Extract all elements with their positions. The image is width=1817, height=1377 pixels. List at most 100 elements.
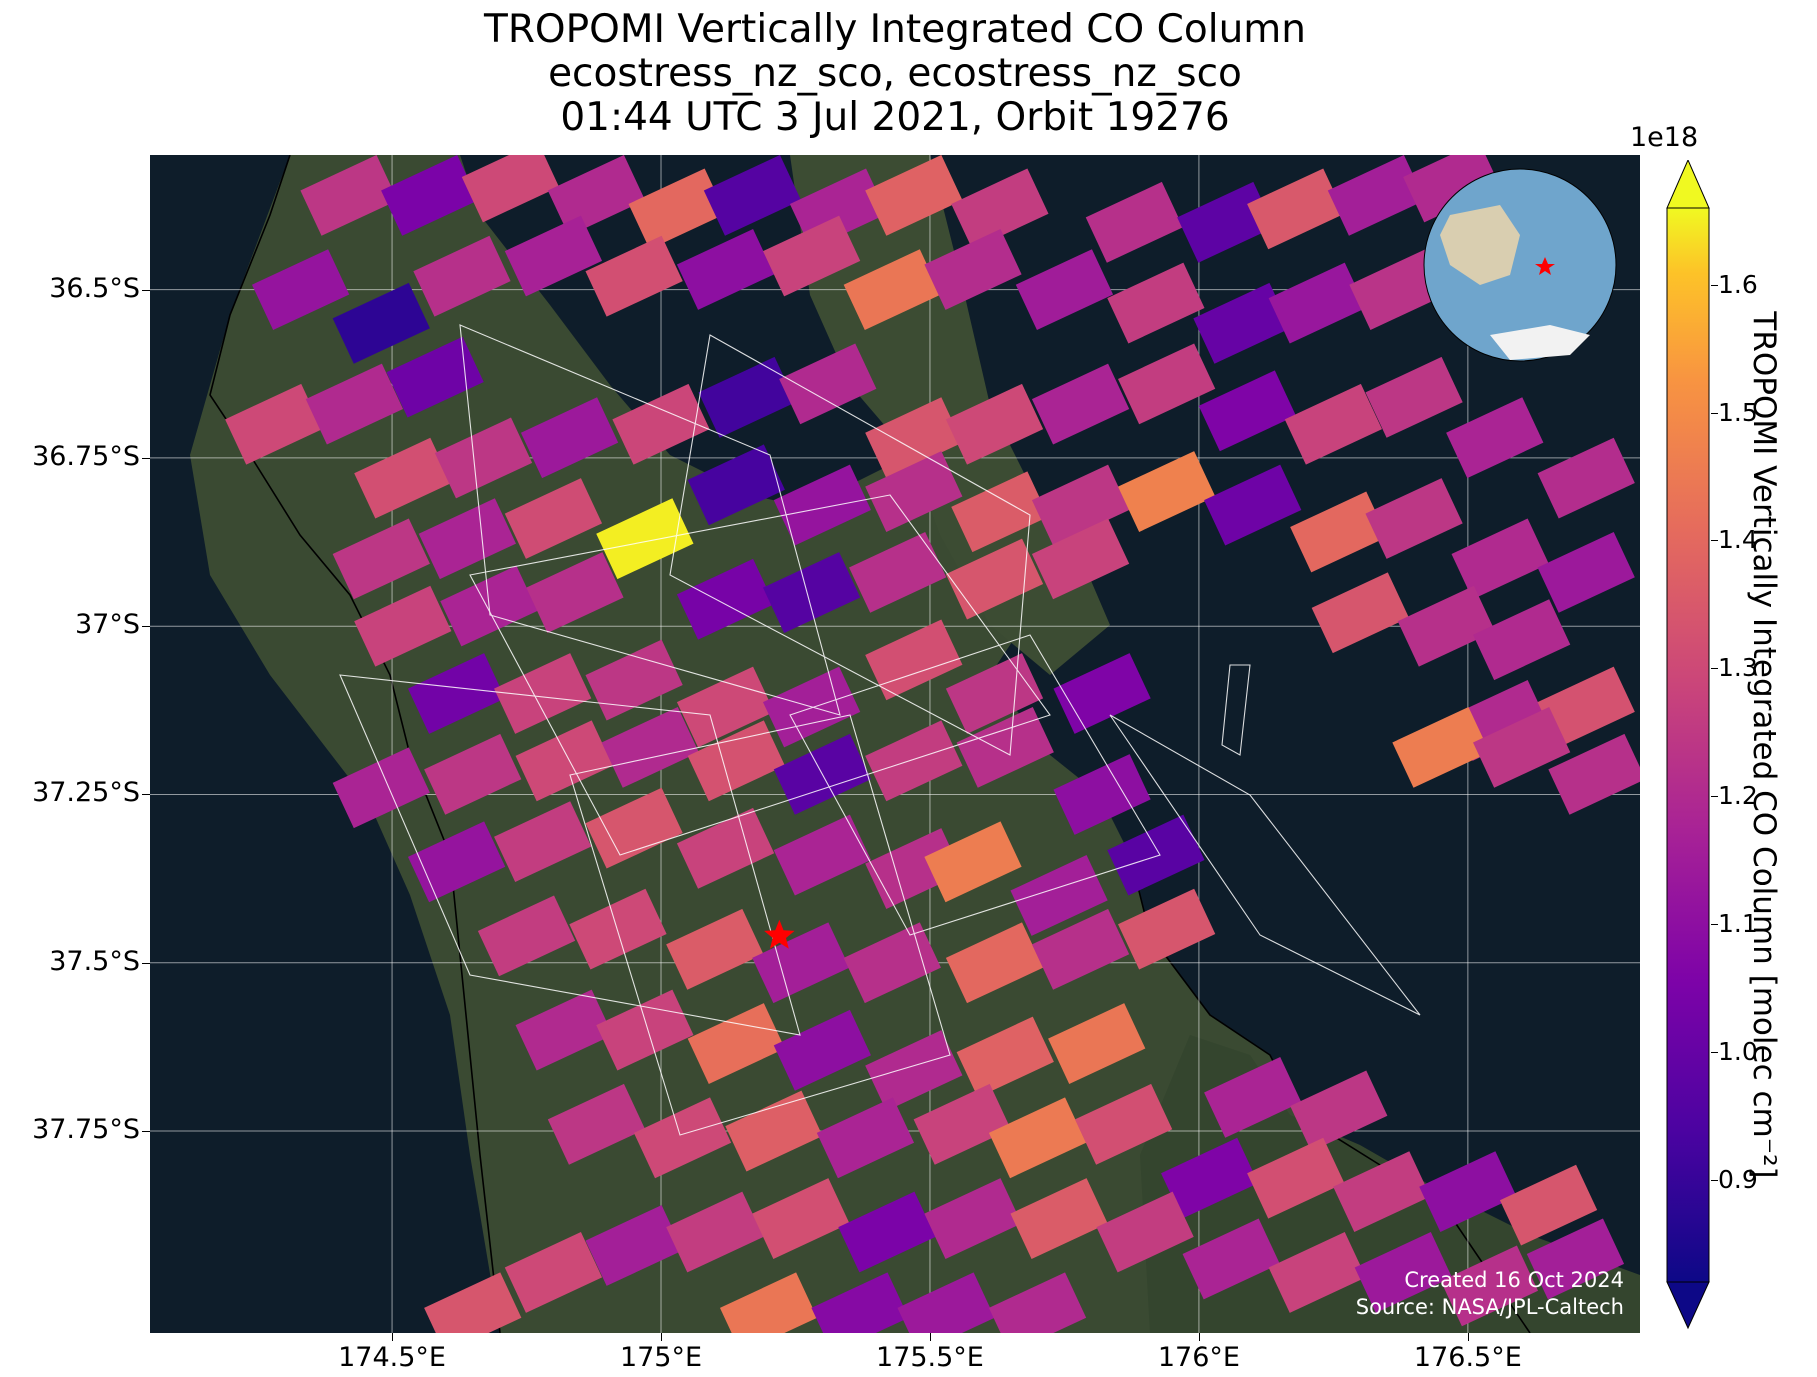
lat-tick-label: 36.75°S [32,440,140,472]
co-cell [1333,1151,1431,1233]
co-cell [849,531,947,613]
co-cell [1365,478,1463,559]
colorbar-tick-mark [1711,668,1718,670]
co-cell [1182,1218,1280,1300]
lat-tick-label: 37.25°S [32,777,140,809]
co-cell [413,235,511,317]
co-cell [719,1272,818,1333]
co-cell [585,787,683,869]
co-cell [1048,1003,1146,1084]
co-cell [779,343,877,425]
co-cell [945,538,1044,620]
co-cell [762,215,861,297]
co-cell [1284,383,1383,465]
colorbar-tick-mark [1711,412,1718,414]
co-cell [752,922,850,1004]
co-cell [773,1009,872,1091]
co-cell [1290,491,1388,573]
co-cell [865,619,963,701]
co-cell [477,895,576,977]
footprint-6 [789,634,1161,936]
colorbar-tick-mark [1711,796,1718,798]
co-cell [305,363,404,445]
co-column-cells [225,155,1640,1333]
lon-tick-mark [1467,1333,1469,1341]
co-cell [1096,1191,1194,1273]
colorbar-upper-extend [1666,160,1710,209]
co-cell [1473,706,1571,788]
co-cell [666,908,764,990]
inset-globe [1423,168,1617,362]
co-cell [811,1272,909,1333]
co-cell [676,558,775,640]
co-cell [924,821,1022,903]
ecostress-footprints [339,324,1421,1136]
co-cell [773,464,872,546]
co-cell [725,1090,823,1172]
title-line-1: TROPOMI Vertically Integrated CO Column [484,7,1306,52]
co-cell [596,989,694,1071]
map-panel[interactable]: Created 16 Oct 2024 Source: NASA/JPL-Cal… [150,155,1640,1333]
co-cell [407,821,506,903]
colorbar-tick-label: 0.9 [1718,1164,1758,1194]
co-cell [1118,888,1216,970]
footprint-8 [1221,664,1251,756]
colorbar-tick-mark [1711,1051,1718,1053]
co-cell [1031,464,1130,546]
co-cell [386,336,484,418]
co-cell [381,155,479,236]
co-cell [1419,1151,1517,1233]
colorbar-tick-mark [1711,540,1718,542]
lon-tick-mark [929,1333,931,1341]
colorbar-tick-label: 1.4 [1718,525,1758,555]
co-cell [897,1272,995,1333]
lon-tick-label: 174.5°E [338,1342,446,1373]
co-cell [407,653,506,734]
co-cell [1107,814,1205,896]
co-cell [1053,754,1151,835]
co-cell [698,356,796,438]
co-cell [1031,518,1130,600]
co-cell [838,1191,936,1273]
co-cell [1193,282,1291,364]
co-cell [676,229,775,310]
lat-tick-mark [142,962,150,964]
colorbar [1666,160,1710,1330]
co-cell [1053,653,1151,734]
co-cell [424,1272,522,1333]
co-cell [988,1272,1087,1333]
footprint-5 [569,714,951,1136]
co-cell [585,235,683,317]
co-cell [1118,451,1216,532]
colorbar-tick-label: 1.1 [1718,909,1758,938]
title-line-2: ecostress_nz_sco, ecostress_nz_sco [548,51,1242,96]
globe-australia [1440,205,1520,285]
co-cell [1311,572,1409,654]
co-cell [628,168,726,250]
colorbar-tick-mark [1711,284,1718,286]
co-cell [865,155,963,236]
lat-tick-label: 37.5°S [49,945,140,977]
co-cell [569,888,667,970]
co-cell [1198,370,1296,452]
colorbar-body [1666,207,1710,1283]
footprint-3 [669,334,1031,756]
lon-tick-label: 176°E [1157,1342,1240,1373]
footprint-7 [1109,714,1421,1016]
co-cell [676,666,775,748]
co-cell [494,801,592,883]
lat-tick-mark [142,457,150,459]
lon-tick-label: 175.5°E [876,1342,984,1373]
co-cell [461,155,560,223]
co-cell [956,1016,1054,1098]
lon-tick-label: 176.5°E [1413,1342,1522,1373]
lat-tick-mark [142,794,150,796]
co-cell [1537,437,1635,519]
co-cell [520,397,619,479]
footprint-2 [459,324,841,716]
lat-tick-label: 36.5°S [49,272,140,304]
co-cell [1446,397,1544,479]
co-cell [1204,464,1302,546]
co-cell [1290,1070,1388,1152]
co-cell [676,807,775,889]
